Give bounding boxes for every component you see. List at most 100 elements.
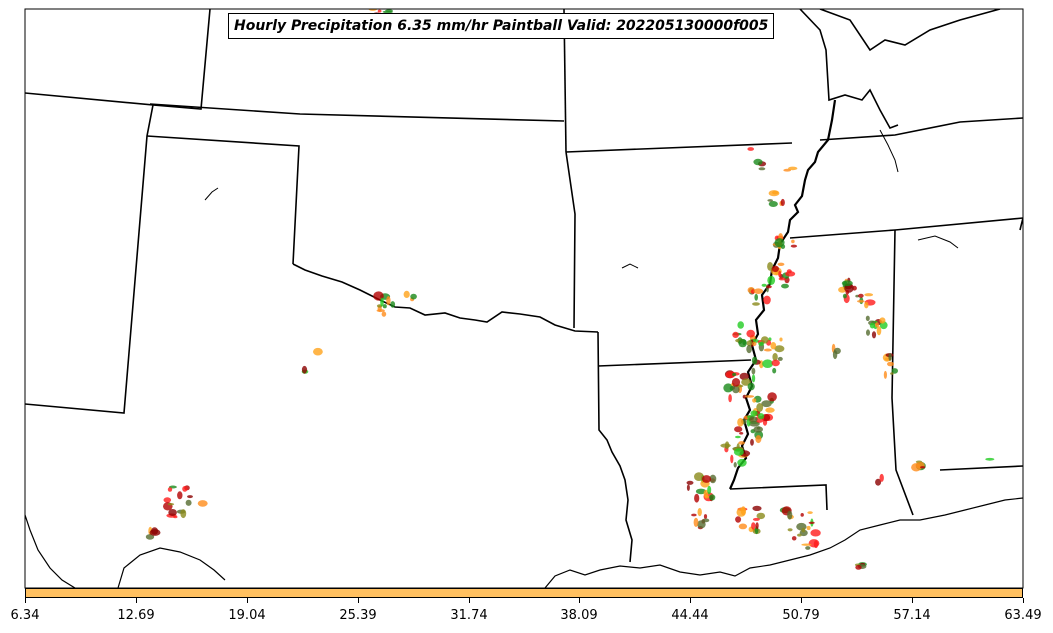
precipitation-cell [173,515,178,519]
precipitation-cell [864,301,869,309]
kansas-oklahoma-border [149,103,565,122]
precipitation-cell [780,198,785,207]
precipitation-cell [733,462,737,468]
colorbar [25,588,1023,598]
precipitation-paintball-layer [145,0,995,570]
precipitation-cell [810,529,821,537]
precipitation-cell [761,283,767,287]
precipitation-cell [163,497,172,503]
precipitation-cell [758,167,766,171]
precipitation-cell [380,297,384,307]
precipitation-cell [787,528,793,532]
precipitation-cell [697,507,702,517]
texas-louisiana-border [597,331,633,563]
precipitation-cell [149,529,161,536]
precipitation-cell [731,378,741,387]
precipitation-cell [875,478,882,486]
precipitation-cell [805,546,811,550]
precipitation-cell [813,540,819,549]
precipitation-cell [891,368,898,374]
precipitation-cell [866,329,870,336]
colorbar-tick-mark [690,598,691,603]
precipitation-cell [732,331,739,338]
precipitation-cell [751,356,758,365]
precipitation-cell [187,495,193,499]
precipitation-cell [725,371,736,379]
precipitation-cell [737,418,744,427]
precipitation-cell [756,512,766,520]
precipitation-cell [390,301,396,308]
precipitation-cell [709,494,716,501]
colorbar-tick-label: 44.44 [671,608,709,623]
precipitation-cell [771,265,780,272]
precipitation-cell [800,513,804,517]
precipitation-cell [752,517,760,521]
colorbar-tick-mark [358,598,359,603]
precipitation-cell [869,322,876,329]
precipitation-cell [888,353,892,361]
lake-outline [917,235,959,249]
colorbar-tick-mark [912,598,913,603]
precipitation-cell [777,262,785,266]
precipitation-cell [767,392,777,402]
kentucky-border [819,117,1023,141]
precipitation-cell [385,0,391,1]
precipitation-cell [756,403,764,412]
precipitation-cell [752,341,757,346]
precipitation-cell [709,474,717,484]
precipitation-cell [890,372,894,375]
precipitation-cell [768,201,778,207]
precipitation-cell [707,485,712,495]
precipitation-cell [799,529,808,537]
precipitation-cell [832,350,838,360]
precipitation-cell [763,295,771,305]
precipitation-cell [381,311,387,317]
precipitation-cell [763,348,772,352]
precipitation-cell [762,359,773,369]
precipitation-cell [781,283,789,289]
precipitation-cell [774,345,785,353]
colorbar-tick-label: 31.74 [450,608,488,623]
precipitation-cell [845,289,850,295]
precipitation-cell [365,0,372,7]
precipitation-cell [180,509,187,519]
precipitation-cell [753,288,764,295]
precipitation-cell [858,293,864,298]
precipitation-cell [797,533,802,537]
colorbar-tick-label: 57.14 [893,608,931,623]
colorbar-tick-mark [1023,598,1024,603]
lake-outline [204,187,219,201]
precipitation-cell [791,536,797,541]
precipitation-cell [752,398,757,403]
lakes [204,129,959,269]
precipitation-cell [771,359,780,367]
illinois-river [819,9,1001,52]
precipitation-cell [761,400,772,408]
precipitation-cell [746,345,752,354]
precipitation-cell [694,472,704,481]
precipitation-cell [778,270,782,278]
precipitation-cell [750,438,754,446]
precipitation-cell [766,285,772,289]
precipitation-cell [182,486,188,492]
precipitation-cell [772,353,778,361]
map-title: Hourly Precipitation 6.35 mm/hr Paintbal… [228,13,775,39]
colorbar-tick-mark [801,598,802,603]
kansas-border [152,9,211,110]
precipitation-cell [703,514,708,519]
precipitation-cell [751,367,756,375]
precipitation-cell [686,484,690,491]
precipitation-cell [777,356,783,361]
precipitation-cell [871,331,877,339]
gulf-coast [25,497,1023,588]
red-river-border [292,263,599,333]
precipitation-cell [185,499,192,506]
precipitation-cell [747,147,754,151]
precipitation-cell [778,277,786,281]
precipitation-cell [783,168,792,172]
precipitation-cell [920,466,926,469]
precipitation-cell [167,503,175,506]
precipitation-cell [738,338,747,348]
